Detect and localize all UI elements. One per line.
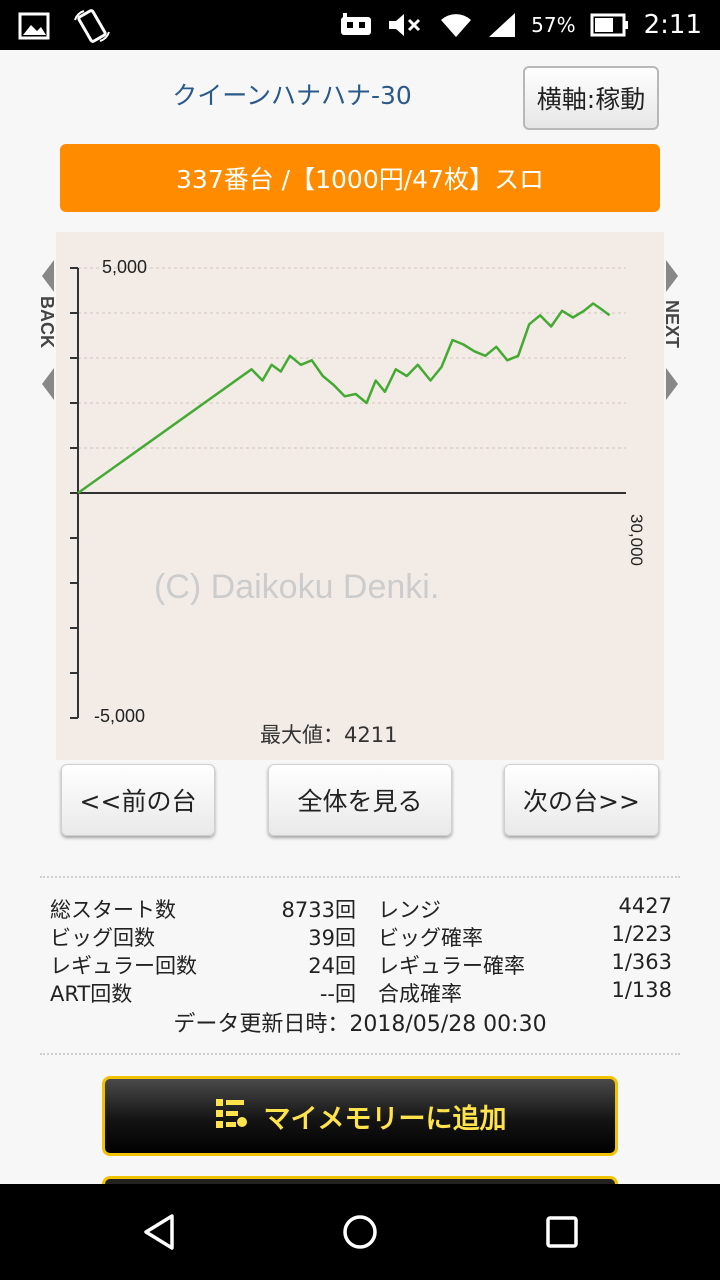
system-nav-bar [0, 1184, 720, 1280]
slump-graph: 5,000 -5,000 30,000 (C) Daikoku Denki. 最… [56, 232, 664, 760]
battery-icon [590, 12, 630, 38]
max-value-label: 最大値：4211 [260, 723, 397, 747]
watermark: (C) Daikoku Denki. [154, 568, 439, 606]
wifi-icon [439, 11, 473, 39]
stats-table: 総スタート数 8733回 レンジ 4427 ビッグ回数 39回 ビッグ確率 1/… [50, 894, 672, 1006]
mute-icon [387, 11, 425, 39]
stat-label: レギュラー確率 [378, 954, 525, 978]
next-arrow-icon-top [666, 260, 678, 292]
slump-chart-svg: 5,000 -5,000 30,000 (C) Daikoku Denki. 最… [70, 257, 646, 747]
stat-value: 24回 [308, 954, 356, 978]
gallery-icon [18, 11, 50, 41]
stat-label: ビッグ回数 [50, 926, 155, 950]
update-timestamp: データ更新日時：2018/05/28 00:30 [173, 1012, 547, 1037]
header: クイーンハナハナ-30 横軸:稼動 [0, 50, 720, 138]
stat-label: レンジ [378, 898, 441, 922]
memory-list-icon [214, 1096, 248, 1137]
next-arrow-icon-bottom [666, 368, 678, 400]
next-machine-button[interactable]: 次の台>> [504, 764, 659, 836]
clock: 2:11 [643, 10, 702, 40]
next-label[interactable]: NEXT [662, 300, 682, 349]
stat-label: 合成確率 [378, 982, 462, 1006]
add-to-memory-button[interactable]: マイメモリーに追加 [102, 1076, 618, 1156]
back-arrows[interactable] [36, 250, 60, 410]
stat-value: 4427 [618, 894, 672, 918]
stat-value: 1/223 [611, 922, 672, 946]
next-arrows[interactable] [660, 250, 684, 410]
divider [40, 1053, 680, 1055]
back-arrow-icon-top [42, 260, 54, 292]
stat-value: --回 [319, 982, 356, 1006]
stat-label: ビッグ確率 [378, 926, 483, 950]
stat-label: ART回数 [50, 982, 133, 1006]
stat-row: 総スタート数 8733回 レンジ 4427 [50, 894, 672, 922]
prev-machine-button[interactable]: <<前の台 [61, 764, 215, 836]
stat-value: 1/138 [611, 978, 672, 1002]
stat-value: 39回 [308, 926, 356, 950]
axis-toggle-button[interactable]: 横軸:稼動 [523, 66, 659, 130]
stat-value: 1/363 [611, 950, 672, 974]
stat-row: ビッグ回数 39回 ビッグ確率 1/223 [50, 922, 672, 950]
rotate-icon [72, 8, 112, 44]
x-right-label: 30,000 [627, 514, 646, 566]
machine-banner: 337番台 /【1000円/47枚】スロ [60, 144, 660, 212]
divider [40, 876, 680, 878]
recents-nav-icon[interactable] [542, 1212, 582, 1252]
signal-icon [487, 11, 517, 39]
stat-row: レギュラー回数 24回 レギュラー確率 1/363 [50, 950, 672, 978]
stat-label: 総スタート数 [50, 898, 176, 922]
stat-value: 8733回 [281, 898, 356, 922]
back-arrow-icon-bottom [42, 368, 54, 400]
status-bar: 57% 2:11 [0, 0, 720, 50]
y-bottom-label: -5,000 [94, 706, 145, 726]
back-label[interactable]: BACK [37, 296, 57, 348]
view-all-button[interactable]: 全体を見る [268, 764, 452, 836]
stat-row: ART回数 --回 合成確率 1/138 [50, 978, 672, 1006]
add-to-memory-label: マイメモリーに追加 [263, 1103, 507, 1135]
stat-label: レギュラー回数 [50, 954, 197, 978]
battery-percent: 57% [531, 13, 576, 37]
home-nav-icon[interactable] [340, 1212, 380, 1252]
robot-icon [339, 11, 373, 39]
machine-title: クイーンハナハナ-30 [172, 81, 412, 110]
series-line [77, 302, 611, 495]
y-top-label: 5,000 [102, 257, 147, 277]
back-nav-icon[interactable] [140, 1212, 180, 1252]
